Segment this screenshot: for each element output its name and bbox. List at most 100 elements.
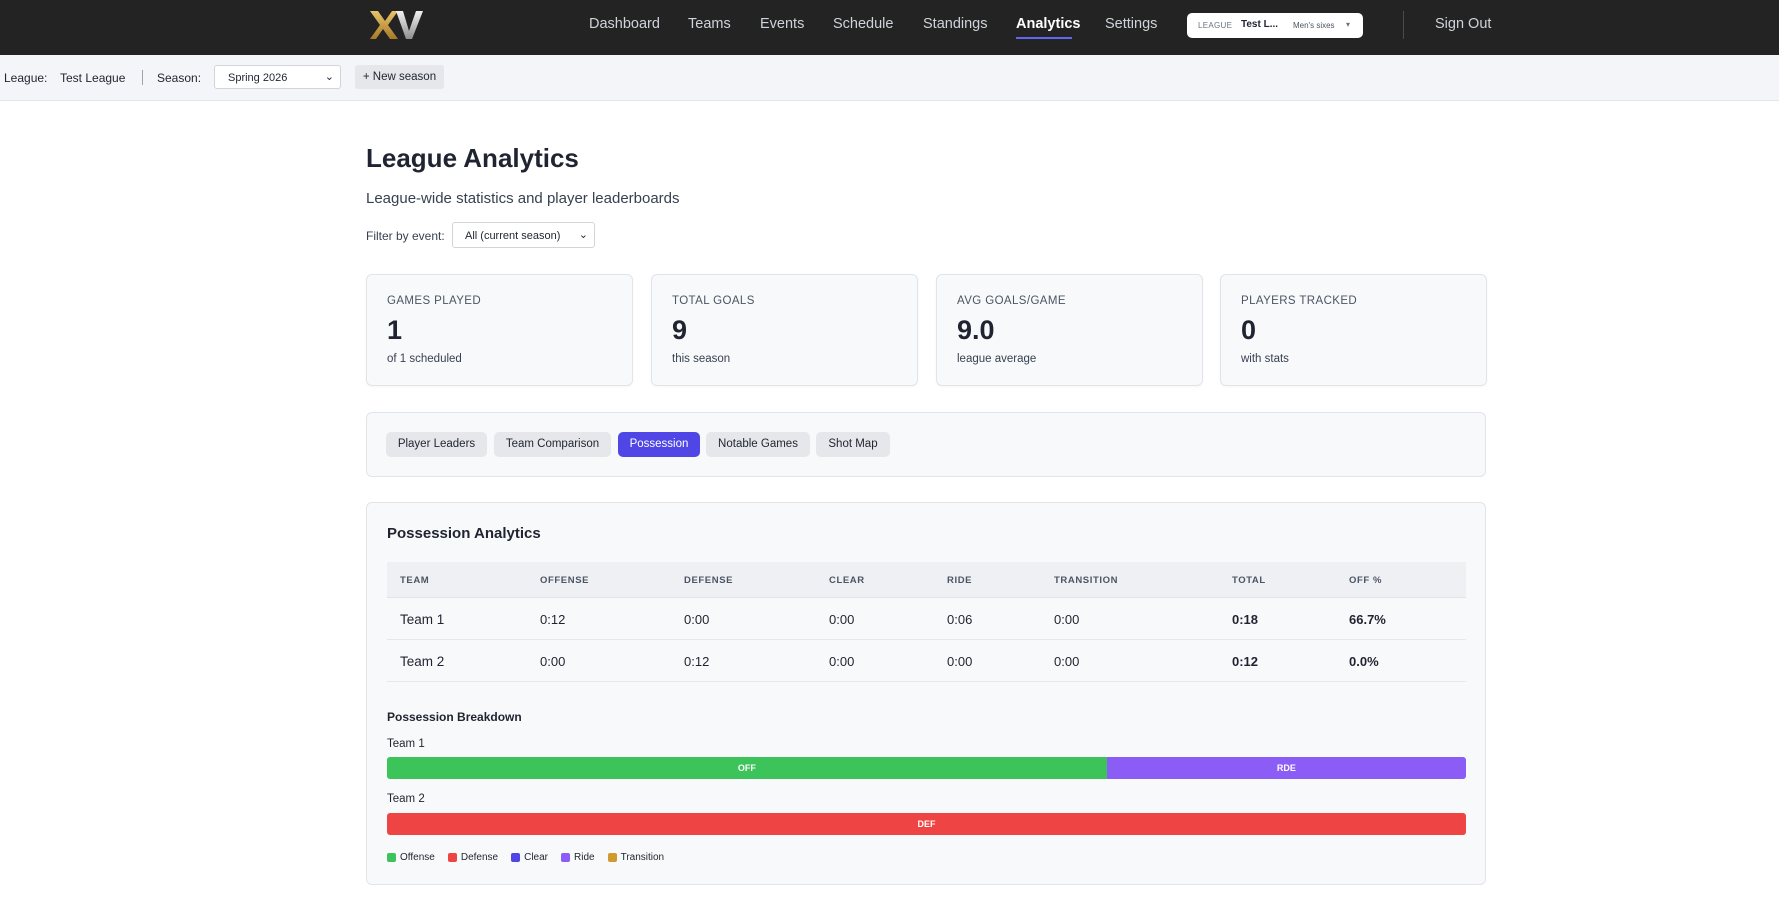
legend-item: Offense: [387, 852, 435, 863]
possession-panel: Possession Analytics TEAM OFFENSE DEFENS…: [366, 502, 1486, 885]
tab-notable-games[interactable]: Notable Games: [706, 432, 810, 457]
nav-dashboard[interactable]: Dashboard: [589, 16, 660, 32]
stat-subtext: league average: [957, 353, 1037, 365]
league-switcher-division: Men's sixes: [1293, 21, 1335, 30]
possession-segment-rde: RDE: [1106, 757, 1466, 779]
stat-label: AVG GOALS/GAME: [957, 295, 1066, 307]
ride-cell: 0:06: [947, 612, 973, 627]
possession-table: TEAM OFFENSE DEFENSE CLEAR RIDE TRANSITI…: [387, 562, 1466, 682]
tab-shot-map[interactable]: Shot Map: [816, 432, 890, 457]
event-filter-label: Filter by event:: [366, 229, 445, 243]
stat-label: PLAYERS TRACKED: [1241, 295, 1358, 307]
possession-breakdown-title: Possession Breakdown: [387, 710, 522, 724]
page-title: League Analytics: [366, 143, 579, 173]
page-subtitle: League-wide statistics and player leader…: [366, 190, 680, 207]
column-header: TOTAL: [1232, 575, 1266, 586]
clear-cell: 0:00: [829, 612, 855, 627]
table-row: Team 1 0:12 0:00 0:00 0:06 0:00 0:18 66.…: [387, 598, 1466, 640]
clear-cell: 0:00: [829, 654, 855, 669]
legend-swatch: [607, 853, 617, 862]
stat-card-total-goals: TOTAL GOALS 9 this season: [651, 274, 918, 386]
league-switcher[interactable]: LEAGUE Test L... Men's sixes ▾: [1187, 13, 1363, 38]
stat-card-avg-goals: AVG GOALS/GAME 9.0 league average: [936, 274, 1203, 386]
legend-swatch: [511, 853, 521, 862]
tab-possession[interactable]: Possession: [618, 432, 700, 457]
chevron-down-icon: ▾: [1346, 20, 1351, 29]
stat-subtext: with stats: [1241, 353, 1289, 365]
team-cell: Team 1: [400, 612, 445, 627]
ride-cell: 0:00: [947, 654, 973, 669]
league-label: League:: [4, 71, 48, 85]
analytics-tabs: Player Leaders Team Comparison Possessio…: [366, 412, 1486, 477]
nav-analytics[interactable]: Analytics: [1016, 16, 1081, 32]
sign-out-button[interactable]: Sign Out: [1435, 16, 1492, 32]
legend-label: Transition: [620, 852, 665, 863]
league-season-bar: League: Test League Season: Spring 2026 …: [0, 55, 1779, 101]
possession-bar-team-1: OFF RDE: [387, 757, 1466, 779]
possession-legend: Offense Defense Clear Ride Transition: [387, 852, 677, 863]
defense-cell: 0:00: [684, 612, 710, 627]
nav-divider: [1403, 11, 1404, 39]
stat-value: 9: [672, 315, 688, 345]
column-header: CLEAR: [829, 575, 865, 586]
stat-value: 1: [387, 315, 403, 345]
breakdown-team-label: Team 2: [387, 793, 425, 805]
possession-title: Possession Analytics: [387, 525, 541, 542]
legend-swatch: [387, 853, 396, 862]
nav-schedule[interactable]: Schedule: [833, 16, 894, 32]
column-header: TEAM: [400, 575, 430, 586]
column-header: OFFENSE: [540, 575, 590, 586]
stat-value: 9.0: [957, 315, 995, 345]
legend-label: Clear: [524, 852, 548, 863]
column-header: DEFENSE: [684, 575, 734, 586]
legend-swatch: [561, 853, 570, 862]
stat-card-players-tracked: PLAYERS TRACKED 0 with stats: [1220, 274, 1487, 386]
offense-cell: 0:00: [540, 654, 566, 669]
league-switcher-name: Test L...: [1241, 19, 1279, 30]
subbar-divider: [142, 70, 143, 85]
nav-teams[interactable]: Teams: [688, 16, 731, 32]
legend-item: Defense: [447, 852, 499, 863]
stat-label: GAMES PLAYED: [387, 295, 482, 307]
team-cell: Team 2: [400, 654, 445, 669]
season-label: Season:: [157, 71, 202, 85]
tab-team-comparison[interactable]: Team Comparison: [494, 432, 611, 457]
chevron-down-icon: ⌄: [578, 229, 588, 241]
off-pct-cell: 66.7%: [1349, 612, 1386, 627]
new-season-button[interactable]: + New season: [355, 65, 444, 89]
season-select-value: Spring 2026: [228, 72, 288, 84]
possession-segment-off: OFF: [387, 757, 1107, 779]
legend-item: Ride: [561, 852, 595, 863]
chevron-down-icon: ⌄: [324, 71, 334, 83]
table-row: Team 2 0:00 0:12 0:00 0:00 0:00 0:12 0.0…: [387, 640, 1466, 682]
nav-active-indicator: [1016, 37, 1072, 39]
legend-swatch: [447, 853, 457, 862]
column-header: TRANSITION: [1054, 575, 1119, 586]
defense-cell: 0:12: [684, 654, 710, 669]
top-navbar: Dashboard Teams Events Schedule Standing…: [0, 0, 1779, 55]
nav-events[interactable]: Events: [760, 16, 805, 32]
transition-cell: 0:00: [1054, 654, 1080, 669]
column-header: RIDE: [947, 575, 973, 586]
stat-label: TOTAL GOALS: [672, 295, 755, 307]
total-cell: 0:18: [1232, 612, 1259, 627]
total-cell: 0:12: [1232, 654, 1259, 669]
legend-label: Offense: [400, 852, 435, 863]
legend-label: Defense: [460, 852, 499, 863]
table-header: TEAM OFFENSE DEFENSE CLEAR RIDE TRANSITI…: [387, 562, 1466, 598]
stat-value: 0: [1241, 315, 1257, 345]
stat-subtext: this season: [672, 353, 731, 365]
legend-label: Ride: [574, 852, 595, 863]
legend-item: Clear: [511, 852, 548, 863]
legend-item: Transition: [607, 852, 665, 863]
season-select[interactable]: Spring 2026 ⌄: [214, 65, 341, 89]
tab-player-leaders[interactable]: Player Leaders: [386, 432, 487, 457]
stat-card-games-played: GAMES PLAYED 1 of 1 scheduled: [366, 274, 633, 386]
event-filter-select[interactable]: All (current season) ⌄: [452, 222, 595, 248]
nav-standings[interactable]: Standings: [923, 16, 988, 32]
possession-bar-team-2: DEF: [387, 813, 1466, 835]
breakdown-team-label: Team 1: [387, 738, 425, 750]
nav-settings[interactable]: Settings: [1105, 16, 1158, 32]
column-header: OFF %: [1349, 575, 1383, 586]
xv-logo[interactable]: [368, 9, 428, 41]
